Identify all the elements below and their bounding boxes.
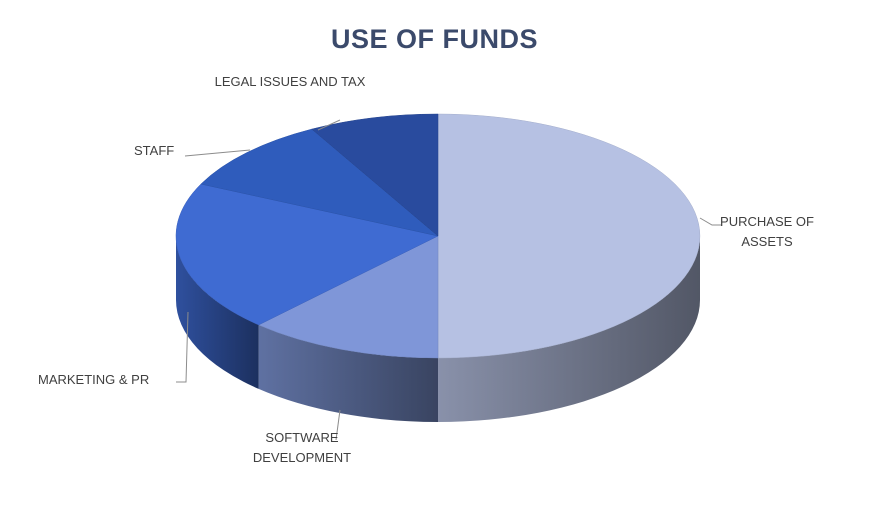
slice-side: [176, 236, 259, 389]
pie-sides: [176, 236, 700, 422]
slice: [311, 113, 439, 237]
slice: [175, 183, 439, 326]
slice: [200, 128, 439, 237]
slice-side: [258, 324, 438, 422]
leader-line: [176, 311, 189, 383]
leader-line: [184, 149, 251, 157]
leader-lines: [176, 119, 722, 441]
chart-title: USE OF FUNDS: [330, 24, 538, 54]
slice: [258, 235, 439, 359]
data-label: PURCHASE OF ASSETS: [720, 214, 814, 249]
slice: [437, 113, 701, 359]
slice-side: [438, 236, 700, 422]
leader-line: [335, 409, 341, 441]
leader-line: [317, 119, 341, 131]
data-label: SOFTWARE DEVELOPMENT: [252, 430, 352, 465]
data-label: LEGAL ISSUES AND TAX: [214, 74, 366, 89]
data-label: MARKETING & PR: [38, 372, 150, 387]
data-label: STAFF: [134, 143, 175, 158]
pie-tops: [175, 113, 701, 359]
leader-line: [699, 217, 722, 226]
